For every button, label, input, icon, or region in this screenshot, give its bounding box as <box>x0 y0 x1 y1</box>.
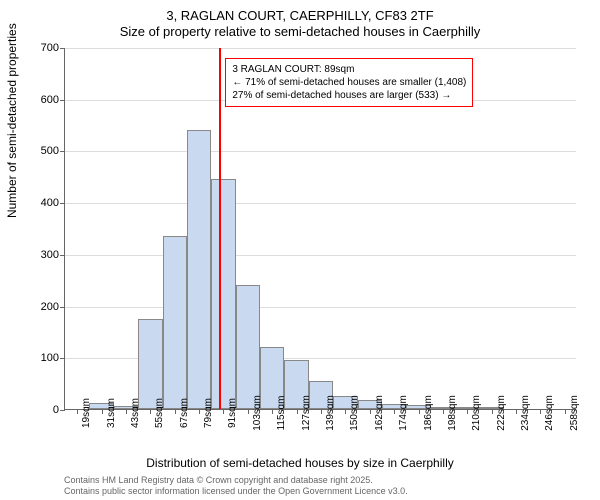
xtick-mark <box>77 409 78 414</box>
property-marker-line <box>219 48 221 409</box>
gridline <box>65 48 576 49</box>
y-axis-label: Number of semi-detached properties <box>5 23 19 218</box>
xtick-mark <box>492 409 493 414</box>
xtick-mark <box>394 409 395 414</box>
xtick-label: 174sqm <box>398 395 409 431</box>
xtick-label: 186sqm <box>423 395 434 431</box>
ytick-mark <box>60 307 65 308</box>
ytick-label: 700 <box>41 42 59 54</box>
footer-attribution: Contains HM Land Registry data © Crown c… <box>64 475 408 497</box>
gridline <box>65 151 576 152</box>
xtick-mark <box>297 409 298 414</box>
xtick-mark <box>565 409 566 414</box>
xtick-mark <box>540 409 541 414</box>
xtick-label: 31sqm <box>106 398 117 428</box>
ytick-mark <box>60 100 65 101</box>
xtick-mark <box>150 409 151 414</box>
gridline <box>65 203 576 204</box>
xtick-mark <box>370 409 371 414</box>
footer-line2: Contains public sector information licen… <box>64 486 408 497</box>
histogram-bar <box>211 179 235 409</box>
histogram-bar <box>236 285 260 409</box>
xtick-label: 210sqm <box>471 395 482 431</box>
ytick-mark <box>60 358 65 359</box>
xtick-mark <box>345 409 346 414</box>
ytick-mark <box>60 151 65 152</box>
xtick-label: 198sqm <box>447 395 458 431</box>
gridline <box>65 255 576 256</box>
histogram-bar <box>163 236 187 409</box>
ytick-mark <box>60 48 65 49</box>
xtick-label: 162sqm <box>374 395 385 431</box>
ytick-mark <box>60 203 65 204</box>
ytick-label: 200 <box>41 301 59 313</box>
plot-area: 010020030040050060070019sqm31sqm43sqm55s… <box>64 48 576 410</box>
xtick-mark <box>102 409 103 414</box>
histogram-bar <box>187 130 211 409</box>
xtick-mark <box>419 409 420 414</box>
xtick-label: 258sqm <box>569 395 580 431</box>
xtick-mark <box>467 409 468 414</box>
annotation-line1: 3 RAGLAN COURT: 89sqm <box>232 63 466 76</box>
annotation-line3: 27% of semi-detached houses are larger (… <box>232 89 466 102</box>
ytick-mark <box>60 255 65 256</box>
ytick-label: 600 <box>41 94 59 106</box>
footer-line1: Contains HM Land Registry data © Crown c… <box>64 475 408 486</box>
xtick-label: 222sqm <box>496 395 507 431</box>
ytick-label: 300 <box>41 249 59 261</box>
chart-container: 3, RAGLAN COURT, CAERPHILLY, CF83 2TF Si… <box>0 0 600 500</box>
xtick-mark <box>321 409 322 414</box>
xtick-mark <box>126 409 127 414</box>
ytick-label: 400 <box>41 197 59 209</box>
chart-title-line2: Size of property relative to semi-detach… <box>0 24 600 39</box>
xtick-mark <box>199 409 200 414</box>
xtick-mark <box>516 409 517 414</box>
ytick-label: 100 <box>41 352 59 364</box>
xtick-label: 246sqm <box>544 395 555 431</box>
xtick-label: 234sqm <box>520 395 531 431</box>
histogram-bar <box>138 319 162 410</box>
xtick-mark <box>443 409 444 414</box>
ytick-mark <box>60 410 65 411</box>
ytick-label: 0 <box>53 404 59 416</box>
ytick-label: 500 <box>41 145 59 157</box>
xtick-mark <box>248 409 249 414</box>
annotation-line2: ← 71% of semi-detached houses are smalle… <box>232 76 466 89</box>
chart-title-line1: 3, RAGLAN COURT, CAERPHILLY, CF83 2TF <box>0 8 600 23</box>
xtick-mark <box>272 409 273 414</box>
xtick-mark <box>223 409 224 414</box>
x-axis-label: Distribution of semi-detached houses by … <box>0 456 600 470</box>
annotation-box: 3 RAGLAN COURT: 89sqm← 71% of semi-detac… <box>225 58 473 107</box>
xtick-mark <box>175 409 176 414</box>
gridline <box>65 307 576 308</box>
